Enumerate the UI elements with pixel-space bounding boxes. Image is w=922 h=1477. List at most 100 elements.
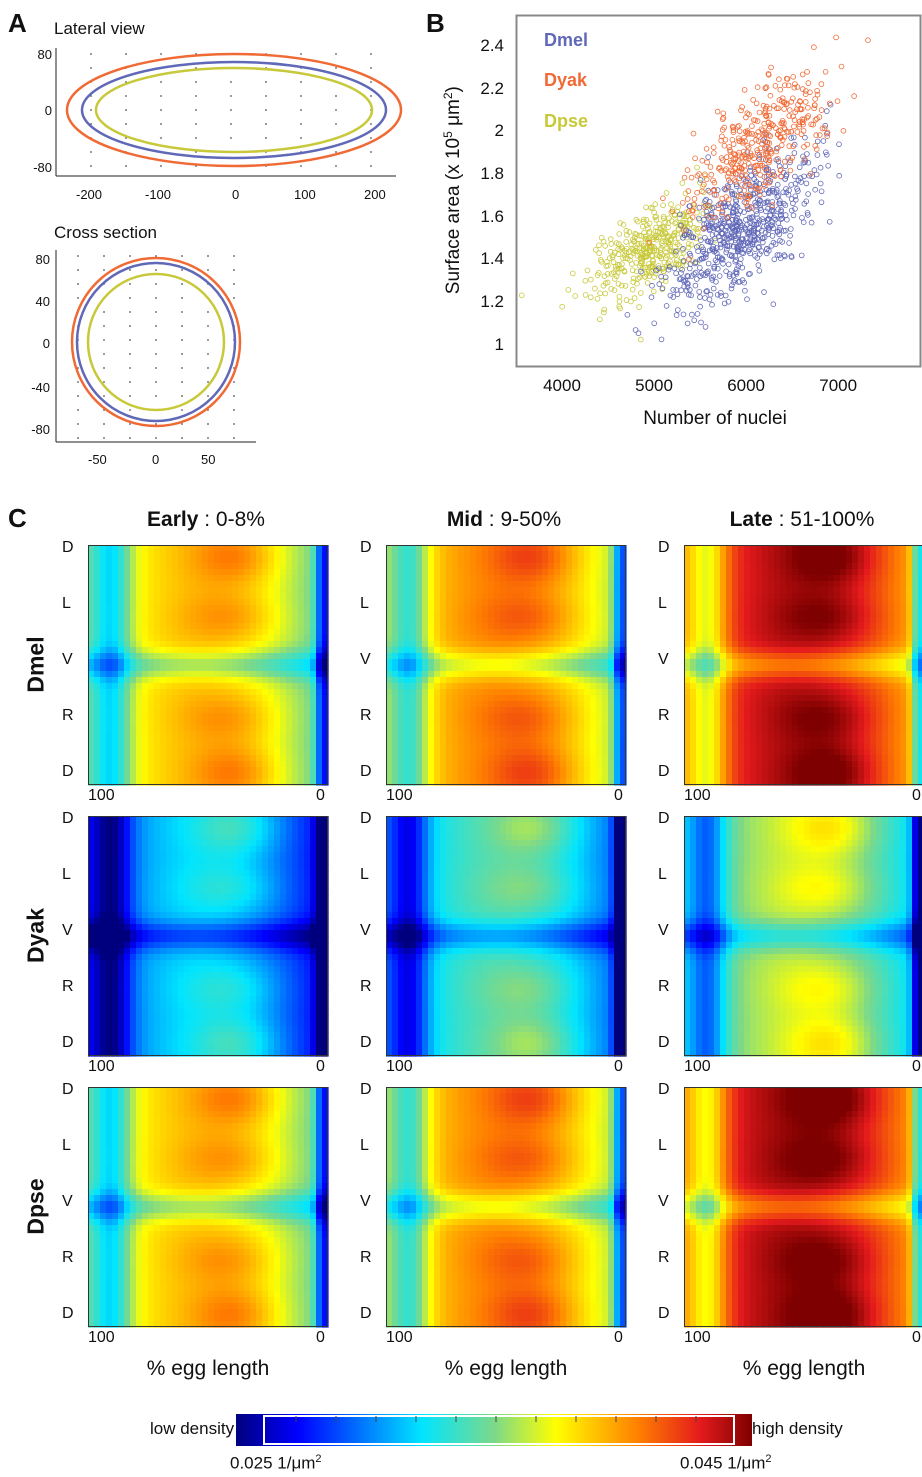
colorbar-high-label: high density — [752, 1419, 843, 1439]
scatter-point-dpse — [663, 255, 669, 261]
scatter-point-dmel — [677, 211, 683, 218]
scatter-point-dyak — [781, 99, 788, 106]
scatter-ytick: 2 — [494, 121, 504, 141]
scatter-point-dyak — [775, 128, 782, 134]
scatter-point-dyak — [766, 132, 772, 138]
scatter-point-dpse — [695, 242, 702, 249]
scatter-point-dyak — [814, 91, 821, 98]
scatter-point-dpse — [615, 251, 622, 258]
scatter-point-dyak — [726, 177, 732, 183]
cross-section-plot — [55, 250, 256, 443]
scatter-point-dpse — [647, 242, 654, 249]
heatmap-xtick-left: 100 — [88, 1329, 115, 1346]
scatter-point-dmel — [730, 243, 737, 250]
heatmap-ylabel: V — [360, 651, 371, 668]
scatter-point-dyak — [736, 138, 743, 144]
scatter-point-dyak — [735, 158, 742, 165]
scatter-point-dpse — [653, 234, 660, 241]
scatter-point-dyak — [729, 161, 735, 168]
scatter-point-dpse — [643, 204, 649, 211]
scatter-point-dyak — [701, 181, 707, 188]
scatter-point-dyak — [702, 171, 708, 178]
scatter-point-dmel — [707, 291, 714, 298]
scatter-point-dmel — [747, 236, 754, 243]
scatter-point-dyak — [824, 133, 831, 139]
scatter-point-dmel — [702, 202, 709, 209]
scatter-point-dpse — [601, 306, 607, 313]
scatter-point-dmel — [746, 214, 753, 221]
scatter-point-dyak — [724, 214, 731, 221]
scatter-point-dmel — [681, 278, 687, 285]
scatter-point-dmel — [720, 216, 726, 223]
column-title: Mid : 9-50% — [384, 508, 624, 532]
scatter-point-dyak — [710, 144, 717, 151]
scatter-point-dmel — [697, 303, 703, 310]
scatter-point-dpse — [649, 252, 656, 259]
heatmap-ylabel: R — [360, 707, 372, 724]
scatter-point-dmel — [663, 303, 670, 309]
density-heatmap — [88, 1087, 329, 1328]
heatmap-xtick-right: 0 — [614, 787, 623, 804]
scatter-point-dpse — [653, 217, 660, 223]
scatter-point-dmel — [714, 250, 720, 256]
scatter-point-dmel — [659, 285, 666, 292]
scatter-point-dyak — [719, 127, 726, 133]
lateral-xtick: 200 — [364, 187, 386, 202]
scatter-point-dyak — [700, 225, 707, 232]
scatter-point-dmel — [756, 268, 763, 274]
scatter-point-dpse — [582, 292, 589, 298]
scatter-point-dmel — [709, 301, 715, 308]
scatter-point-dyak — [730, 170, 736, 177]
scatter-point-dmel — [814, 152, 821, 158]
scatter-point-dpse — [602, 290, 608, 297]
scatter-point-dmel — [706, 199, 713, 205]
scatter-point-dyak — [684, 196, 691, 202]
scatter-point-dpse — [661, 268, 667, 275]
scatter-point-dpse — [633, 268, 640, 275]
cross-xtick: -50 — [88, 452, 107, 467]
scatter-point-dmel — [788, 253, 795, 259]
scatter-point-dpse — [588, 276, 594, 283]
scatter-point-dpse — [632, 230, 638, 237]
scatter-point-dyak — [691, 196, 698, 202]
scatter-point-dpse — [629, 267, 636, 274]
scatter-point-dyak — [684, 167, 691, 173]
scatter-ytick: 1 — [494, 334, 504, 354]
scatter-point-dyak — [727, 160, 734, 166]
scatter-point-dmel — [726, 273, 733, 280]
scatter-point-dmel — [735, 248, 741, 255]
scatter-point-dmel — [673, 270, 679, 277]
scatter-point-dyak — [692, 155, 698, 162]
scatter-point-dyak — [807, 89, 813, 96]
heatmap-ylabel: D — [360, 763, 372, 780]
scatter-point-dpse — [648, 263, 654, 270]
scatter-point-dmel — [768, 243, 775, 249]
heatmap-ylabel: D — [658, 763, 670, 780]
scatter-point-dmel — [772, 216, 779, 223]
scatter-point-dyak — [779, 118, 786, 124]
colorbar-max-value: 0.045 1/μm2 — [680, 1453, 772, 1473]
scatter-point-dmel — [715, 222, 722, 228]
scatter-point-dyak — [689, 207, 695, 214]
scatter-point-dmel — [703, 209, 710, 215]
scatter-point-dmel — [721, 200, 727, 207]
scatter-point-dyak — [719, 133, 725, 140]
scatter-point-dpse — [650, 258, 657, 264]
scatter-point-dyak — [788, 128, 794, 135]
scatter-point-dmel — [780, 189, 787, 196]
scatter-point-dpse — [660, 213, 667, 220]
lateral-view-plot — [55, 48, 403, 177]
heatmap-ylabel: V — [360, 1193, 371, 1210]
column-title-phase: Mid — [446, 508, 483, 531]
scatter-point-dmel — [684, 280, 690, 287]
cross-dpse-outline — [86, 272, 226, 412]
scatter-point-dmel — [804, 210, 811, 216]
scatter-point-dyak — [791, 84, 798, 91]
scatter-point-dmel — [653, 267, 659, 274]
scatter-point-dmel — [738, 256, 744, 262]
scatter-point-dmel — [692, 282, 699, 289]
scatter-point-dmel — [648, 294, 655, 301]
scatter-point-dyak — [792, 109, 799, 115]
scatter-point-dpse — [627, 257, 633, 264]
scatter-point-dyak — [763, 113, 770, 120]
